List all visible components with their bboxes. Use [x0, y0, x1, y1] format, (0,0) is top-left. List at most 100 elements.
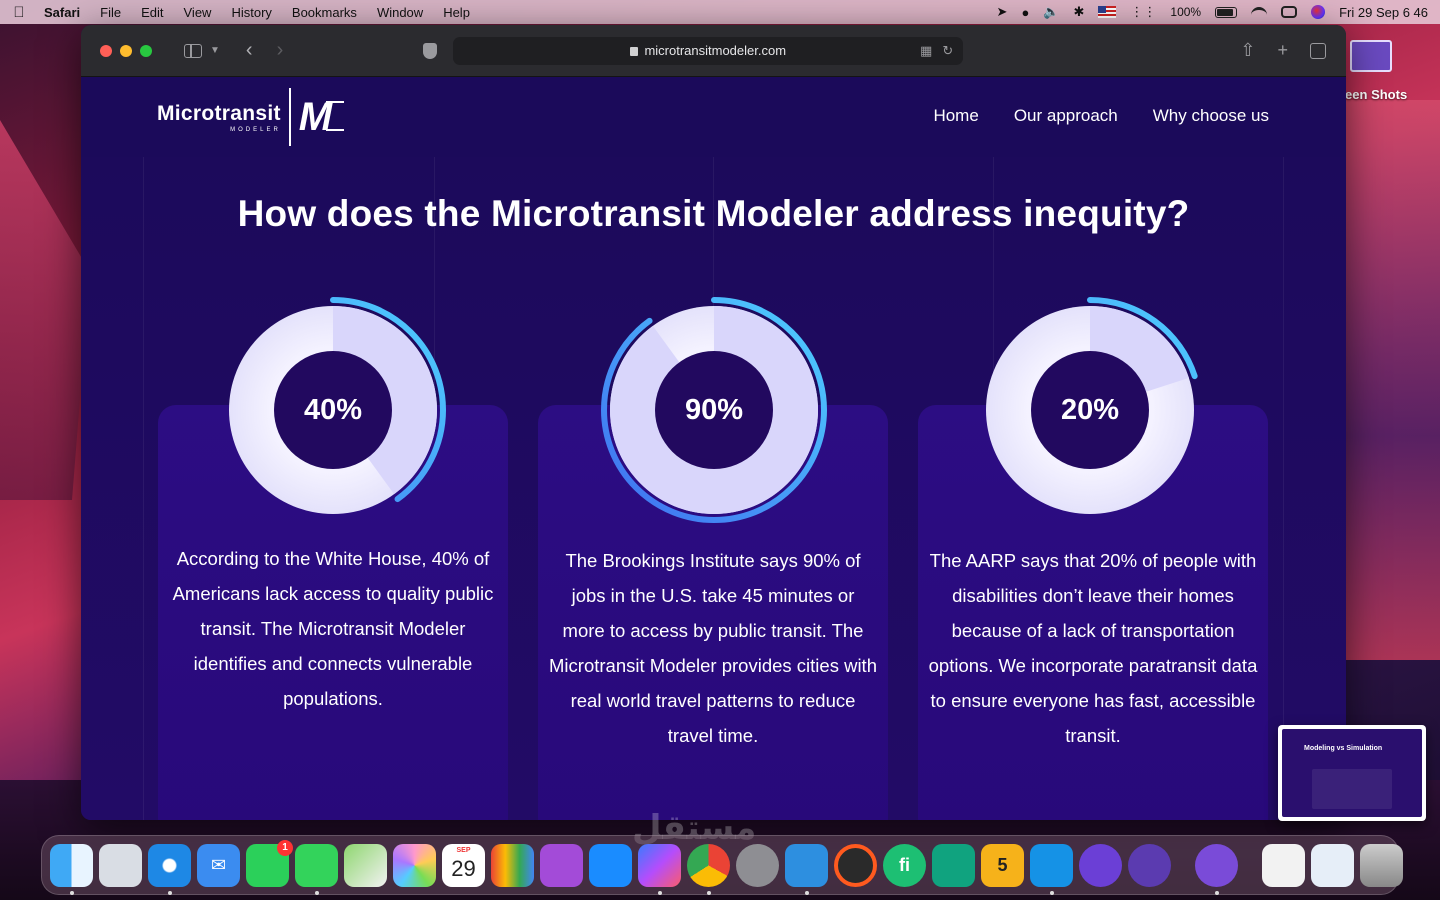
screenshot-thumbnail[interactable]: Modeling vs Simulation	[1278, 725, 1426, 821]
bluetooth-icon[interactable]: ✱	[1073, 4, 1085, 19]
menu-app-name[interactable]: Safari	[44, 4, 81, 20]
mail-icon[interactable]: ✉	[197, 843, 240, 887]
apple-menu-icon[interactable]: 	[12, 4, 26, 21]
stat-value: 40%	[303, 393, 363, 426]
logo-wordmark: Microtransit	[157, 101, 281, 125]
menu-edit[interactable]: Edit	[141, 4, 164, 20]
ring-graphic	[977, 297, 1203, 523]
siri-icon[interactable]	[1311, 5, 1326, 19]
recent-document-icon[interactable]	[1262, 843, 1305, 887]
ring-progress-arc	[220, 297, 446, 523]
browser-window: ▼ ‹ › microtransitmodeler.com ▦ ↻ ⇧ + Mi…	[81, 25, 1346, 820]
logo-subtitle: MODELER	[230, 126, 281, 133]
stat-value: 20%	[1060, 393, 1120, 426]
new-tab-icon[interactable]: +	[1277, 40, 1288, 60]
wifi-icon[interactable]	[1251, 7, 1268, 17]
trash-icon[interactable]	[1360, 843, 1403, 887]
recent-window-icon[interactable]	[1311, 843, 1354, 887]
translate-icon[interactable]: ▦	[920, 42, 933, 58]
location-icon[interactable]: ➤	[996, 4, 1008, 19]
battery-icon[interactable]	[1215, 6, 1238, 18]
lock-icon	[630, 47, 639, 56]
menu-clock[interactable]: Fri 29 Sep 6 46	[1339, 4, 1428, 20]
chatgpt-icon[interactable]	[932, 843, 975, 887]
wallpaper-shape	[0, 120, 90, 500]
nav-why-choose-us[interactable]: Why choose us	[1152, 106, 1269, 125]
system-settings-icon[interactable]	[736, 843, 779, 887]
share-icon[interactable]: ⇧	[1240, 40, 1256, 60]
ring-center	[1031, 351, 1149, 469]
menu-bar:  Safari File Edit View History Bookmark…	[0, 0, 1440, 24]
reload-icon[interactable]: ↻	[942, 42, 954, 58]
messenger-icon[interactable]	[638, 843, 681, 895]
logo-mark-icon: M	[299, 95, 345, 140]
desktop-folder-label[interactable]: reen Shots	[1340, 87, 1408, 102]
stat-ring: 20%	[975, 295, 1205, 525]
facetime-badge: 1	[277, 839, 293, 856]
photos-icon[interactable]	[393, 843, 436, 887]
ring-graphic	[220, 297, 446, 523]
dock: ✉ 1 SEP 29 fi 5	[41, 835, 1403, 895]
dots-icon[interactable]: ⋮⋮	[1130, 4, 1157, 19]
wallpaper-shape	[1340, 100, 1440, 660]
back-icon[interactable]: ‹	[245, 39, 253, 61]
menu-window[interactable]: Window	[376, 4, 424, 20]
nav-home[interactable]: Home	[933, 106, 979, 125]
menu-help[interactable]: Help	[443, 4, 470, 20]
vscode-icon[interactable]	[785, 843, 828, 895]
chevron-down-icon[interactable]: ▼	[210, 45, 220, 56]
podcasts-icon[interactable]	[540, 843, 583, 887]
nav-our-approach[interactable]: Our approach	[1013, 106, 1118, 125]
calendar-day: 29	[451, 856, 476, 881]
url-text[interactable]: microtransitmodeler.com	[644, 43, 787, 58]
facetime-icon[interactable]: 1	[246, 839, 293, 887]
menu-bookmarks[interactable]: Bookmarks	[291, 4, 357, 20]
ring-center	[655, 351, 773, 469]
ring-progress-arc	[977, 297, 1203, 523]
ring-progress-arc	[601, 297, 827, 523]
browser-toolbar: ▼ ‹ › microtransitmodeler.com ▦ ↻ ⇧ +	[81, 25, 1346, 77]
app-store-icon[interactable]	[589, 843, 632, 887]
screen-recorder-icon[interactable]	[834, 843, 877, 887]
close-button[interactable]	[100, 44, 112, 57]
site-nav: Home Our approach Why choose us	[933, 106, 1269, 126]
control-center-icon[interactable]	[1281, 6, 1298, 18]
inequity-section: How does the Microtransit Modeler addres…	[81, 157, 1346, 820]
fiverr-icon[interactable]: fi	[883, 843, 926, 887]
calendar-month: SEP	[456, 846, 471, 854]
maps-icon[interactable]	[344, 843, 387, 887]
privacy-shield-icon[interactable]	[423, 42, 438, 59]
zoom-button[interactable]	[140, 44, 152, 57]
address-bar[interactable]: microtransitmodeler.com ▦ ↻	[453, 36, 964, 65]
minimize-button[interactable]	[120, 44, 132, 57]
podcast-app-icon[interactable]	[1079, 843, 1122, 887]
safari-icon[interactable]	[148, 843, 191, 895]
menu-history[interactable]: History	[231, 4, 272, 20]
stat-value: 90%	[684, 393, 744, 426]
site-header: Microtransit MODELER M Home Our approach…	[81, 77, 1346, 157]
user-icon[interactable]: ●	[1021, 4, 1030, 20]
stat-ring: 90%	[599, 295, 829, 525]
volume-icon[interactable]: 🔈	[1043, 4, 1060, 19]
sidebar-toggle-icon[interactable]	[184, 43, 202, 58]
flag-icon[interactable]	[1098, 6, 1117, 18]
p-app-icon[interactable]	[1128, 843, 1171, 887]
chrome-icon[interactable]	[687, 843, 730, 895]
site-logo[interactable]: Microtransit MODELER M	[157, 87, 345, 147]
menu-file[interactable]: File	[100, 4, 122, 20]
folder-icon[interactable]	[1350, 40, 1392, 72]
five-app-icon[interactable]: 5	[981, 843, 1024, 887]
menu-view[interactable]: View	[183, 4, 212, 20]
forward-icon[interactable]: ›	[276, 39, 284, 61]
messages-icon[interactable]	[295, 843, 338, 895]
stat-description: According to the White House, 40% of Ame…	[172, 548, 494, 709]
disk-icon[interactable]	[1195, 843, 1238, 895]
tab-overview-icon[interactable]	[1310, 42, 1326, 59]
circle-app-icon[interactable]	[1030, 843, 1073, 895]
launchpad-icon[interactable]	[99, 843, 142, 887]
gmail-icon[interactable]	[491, 843, 534, 887]
calendar-icon[interactable]: SEP 29	[442, 843, 485, 887]
finder-icon[interactable]	[50, 843, 93, 895]
battery-percent: 100%	[1170, 5, 1202, 19]
ring-graphic	[601, 297, 827, 523]
